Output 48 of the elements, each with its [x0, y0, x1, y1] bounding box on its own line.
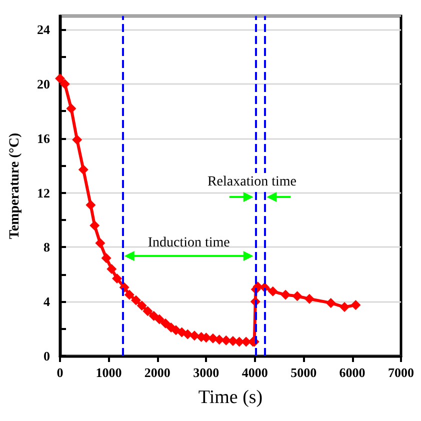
x-tick-label: 1000	[96, 365, 122, 380]
point	[130, 295, 141, 306]
annotation: Relaxation time	[207, 174, 296, 190]
point	[292, 291, 302, 302]
point	[95, 238, 106, 248]
y-tick-label: 4	[44, 294, 50, 310]
point	[304, 294, 314, 304]
point	[86, 200, 96, 210]
point	[339, 302, 350, 312]
point	[72, 134, 82, 145]
y-tick-label: 0	[44, 348, 50, 364]
point	[60, 79, 70, 89]
y-tick-label: 24	[37, 22, 50, 38]
x-tick-label: 4000	[242, 365, 268, 380]
point	[90, 220, 100, 230]
point	[124, 290, 134, 300]
x-tick-label: 3000	[193, 365, 220, 380]
point	[214, 334, 224, 345]
point	[189, 330, 200, 341]
point	[182, 329, 193, 340]
point	[326, 298, 336, 308]
point	[154, 314, 164, 324]
x-tick-label: 7000	[388, 365, 414, 380]
annotation: Induction time	[148, 236, 230, 250]
point	[55, 74, 65, 84]
x-tick-label: 2000	[144, 365, 170, 380]
point	[106, 264, 117, 274]
point	[78, 164, 88, 175]
x-tick-label: 5000	[290, 365, 317, 380]
point	[142, 306, 153, 316]
point	[148, 310, 159, 321]
x-tick-label: 6000	[339, 365, 366, 380]
y-tick-label: 20	[37, 76, 50, 92]
x-tick-label: 0	[56, 365, 64, 380]
point	[268, 286, 278, 296]
point	[160, 318, 170, 328]
point	[221, 335, 232, 346]
point	[101, 253, 112, 264]
point	[350, 300, 361, 310]
y-tick-label: 16	[37, 130, 50, 146]
point	[280, 290, 291, 300]
point	[112, 273, 122, 284]
point	[136, 300, 147, 311]
point	[66, 103, 76, 114]
y-axis-title: Temperature (°C)	[8, 132, 22, 240]
y-tick-label: 12	[37, 185, 50, 200]
x-axis-title: Time (s)	[198, 387, 263, 408]
y-tick-label: 8	[44, 240, 50, 255]
